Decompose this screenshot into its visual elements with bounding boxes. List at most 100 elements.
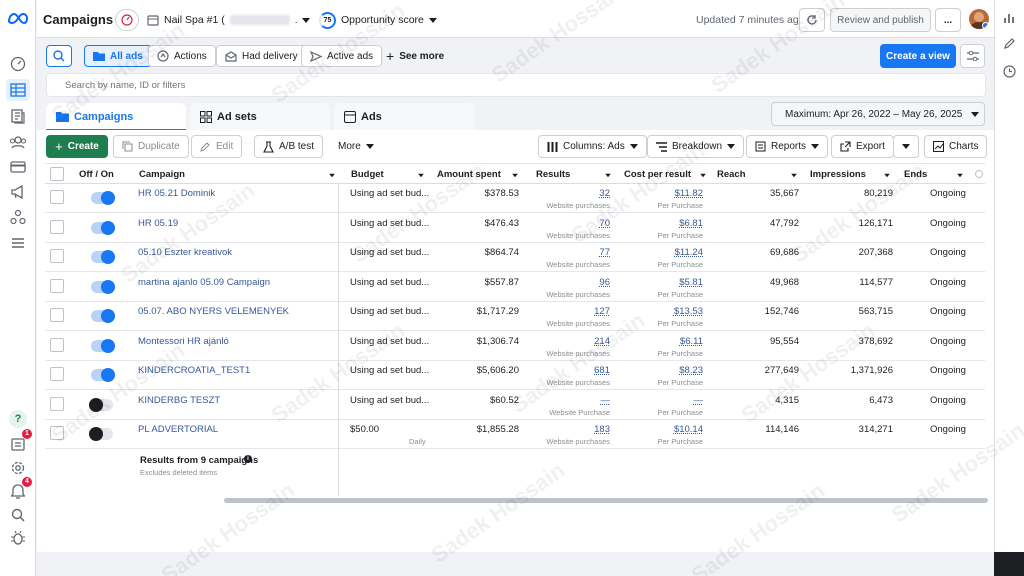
cost-per-result-value[interactable]: $6.11 <box>679 335 703 347</box>
results-value[interactable]: 32 <box>599 188 610 199</box>
had-delivery-view[interactable]: Had delivery <box>216 45 307 67</box>
help-icon[interactable]: ? <box>8 409 28 429</box>
charts-button[interactable]: Charts <box>924 135 988 158</box>
col-results[interactable]: Results <box>536 169 571 180</box>
delivery-toggle[interactable] <box>91 191 115 205</box>
table-row[interactable]: HR 05.21 Dominik Using ad set bud... $378.… <box>45 184 985 213</box>
review-publish-button[interactable]: Review and publish <box>830 8 931 32</box>
meta-logo-icon[interactable] <box>6 8 30 28</box>
account-selector[interactable]: Nail Spa #1 ( . <box>143 9 314 31</box>
col-ends[interactable]: Ends <box>904 169 928 180</box>
megaphone-icon[interactable] <box>8 182 28 202</box>
duplicate-button[interactable]: Duplicate <box>113 135 189 158</box>
dashboard-icon[interactable] <box>8 54 28 74</box>
table-row[interactable]: martina ajanlo 05.09 Campaign Using ad se… <box>45 273 985 302</box>
speed-icon[interactable] <box>115 9 139 31</box>
more-actions-button[interactable]: More <box>330 135 382 158</box>
table-row[interactable]: KINDERCROATIA_TEST1 Using ad set bud... $5… <box>45 361 985 390</box>
cost-per-result-value[interactable]: $5.81 <box>679 276 703 288</box>
delivery-toggle[interactable] <box>91 220 115 235</box>
column-settings-icon[interactable] <box>975 170 983 178</box>
billing-icon[interactable] <box>8 157 28 177</box>
table-row[interactable]: HR 05.19 Using ad set bud... $476.43 70 Webs… <box>45 214 985 243</box>
results-value[interactable]: 183 <box>594 424 610 435</box>
date-range-picker[interactable]: Maximum: Apr 26, 2022 – May 26, 2025 <box>771 102 985 126</box>
bug-report-icon[interactable] <box>8 528 28 548</box>
delivery-toggle[interactable] <box>91 279 115 294</box>
row-checkbox[interactable] <box>50 337 64 352</box>
active-ads-view[interactable]: Active ads <box>301 45 383 67</box>
create-view-button[interactable]: Create a view <box>880 44 956 68</box>
customize-view-button[interactable] <box>960 44 985 68</box>
search-icon[interactable] <box>8 505 28 525</box>
campaign-name-link[interactable]: 05.10 Eszter kreativok <box>138 247 232 258</box>
row-checkbox[interactable] <box>50 190 64 204</box>
campaign-name-link[interactable]: PL ADVERTORIAL <box>138 424 219 435</box>
row-checkbox[interactable] <box>50 396 64 411</box>
avatar[interactable] <box>969 9 989 29</box>
delivery-toggle[interactable] <box>91 368 115 382</box>
campaign-name-link[interactable]: martina ajanlo 05.09 Campaign <box>138 276 271 288</box>
row-checkbox[interactable] <box>50 219 64 234</box>
cost-per-result-value[interactable]: $6.81 <box>679 217 703 229</box>
row-checkbox[interactable] <box>50 426 64 440</box>
all-ads-view[interactable]: All ads <box>84 45 152 67</box>
tab-ads[interactable]: Ads <box>334 103 474 130</box>
pencil-icon[interactable] <box>1003 37 1016 50</box>
row-checkbox[interactable] <box>50 249 64 263</box>
cost-per-result-value[interactable]: $11.24 <box>674 247 703 258</box>
cost-per-result-value[interactable]: $10.14 <box>673 424 703 435</box>
campaign-name-link[interactable]: Montessori HR ajánló <box>138 335 229 347</box>
edit-button[interactable]: Edit <box>191 135 243 158</box>
col-amount-spent[interactable]: Amount spent <box>437 169 501 180</box>
col-campaign[interactable]: Campaign <box>139 169 185 180</box>
cost-per-result-value[interactable]: $11.82 <box>674 188 703 199</box>
results-value[interactable]: — <box>600 394 611 406</box>
sort-icon[interactable] <box>700 173 706 178</box>
campaign-name-link[interactable]: KINDERCROATIA_TEST1 <box>138 365 251 376</box>
delivery-toggle[interactable] <box>91 309 115 323</box>
settings-gear-icon[interactable] <box>8 458 28 478</box>
info-icon[interactable]: i <box>244 455 252 463</box>
delivery-toggle[interactable] <box>89 397 113 412</box>
row-checkbox[interactable] <box>50 308 64 322</box>
sort-icon[interactable] <box>418 173 424 178</box>
delivery-toggle[interactable] <box>91 250 115 264</box>
notifications-list-icon[interactable]: 1 <box>8 429 32 454</box>
see-more-button[interactable]: + See more <box>386 48 445 64</box>
cost-per-result-value[interactable]: $13.53 <box>673 306 703 317</box>
results-value[interactable]: 127 <box>594 306 610 317</box>
bar-chart-icon[interactable] <box>1003 11 1016 24</box>
refresh-button[interactable] <box>799 8 825 32</box>
columns-button[interactable]: Columns: Ads <box>538 135 647 158</box>
sort-icon[interactable] <box>957 173 963 178</box>
cost-per-result-value[interactable]: — <box>693 394 704 406</box>
search-toggle-button[interactable] <box>46 45 72 67</box>
campaign-name-link[interactable]: HR 05.21 Dominik <box>138 188 216 199</box>
results-value[interactable]: 96 <box>599 276 610 288</box>
sort-icon[interactable] <box>329 173 335 178</box>
delivery-toggle[interactable] <box>89 427 113 441</box>
pages-icon[interactable] <box>8 106 28 126</box>
breakdown-button[interactable]: Breakdown <box>647 135 745 158</box>
cost-per-result-value[interactable]: $8.23 <box>679 365 703 376</box>
horizontal-scrollbar[interactable] <box>224 498 988 503</box>
table-icon[interactable] <box>6 79 30 101</box>
tab-ad-sets[interactable]: Ad sets <box>190 103 330 130</box>
col-budget[interactable]: Budget <box>351 169 384 180</box>
col-impressions[interactable]: Impressions <box>810 169 866 180</box>
sort-icon[interactable] <box>791 173 797 178</box>
results-value[interactable]: 214 <box>594 335 610 347</box>
col-cost-per-result[interactable]: Cost per result <box>624 169 692 180</box>
menu-icon[interactable] <box>8 233 28 253</box>
create-button[interactable]: + Create <box>46 135 108 158</box>
table-row[interactable]: KINDERBG TESZT Using ad set bud... $60.52 —… <box>45 391 985 420</box>
results-value[interactable]: 681 <box>594 365 610 376</box>
search-input[interactable] <box>65 77 945 93</box>
table-row[interactable]: 05.10 Eszter kreativok Using ad set bud..… <box>45 243 985 272</box>
opportunity-score[interactable]: 75 Opportunity score <box>315 9 441 31</box>
audience-icon[interactable] <box>8 132 28 152</box>
bell-icon[interactable]: 4 <box>8 477 32 502</box>
campaign-name-link[interactable]: KINDERBG TESZT <box>138 394 221 406</box>
sort-icon[interactable] <box>512 173 518 178</box>
